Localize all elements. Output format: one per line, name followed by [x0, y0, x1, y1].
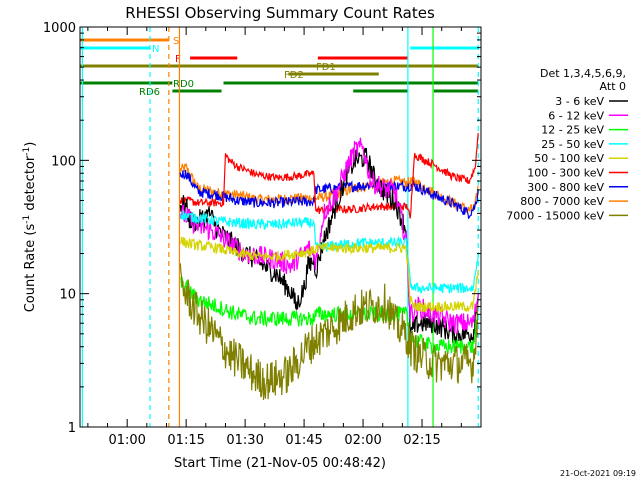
plot-frame — [79, 26, 482, 428]
flag-bar-label: N — [152, 44, 159, 55]
x-tick-label: 01:45 — [285, 433, 322, 448]
y-tick-label: 1000 — [43, 21, 76, 36]
x-tick-label: 01:00 — [108, 433, 145, 448]
legend-entry-label: 3 - 6 keV — [555, 95, 604, 108]
legend-entry-label: 50 - 100 keV — [534, 152, 604, 165]
x-tick-label: 01:15 — [167, 433, 204, 448]
series-line — [179, 263, 479, 401]
flag-bar-label: S — [173, 36, 179, 47]
legend-header: Det 1,3,4,5,6,9, — [540, 67, 626, 80]
series-line — [179, 137, 479, 334]
x-axis-label: Start Time (21-Nov-05 00:48:42) — [174, 456, 386, 471]
series-line — [179, 169, 479, 220]
y-tick-label: 1 — [68, 421, 76, 436]
flag-bar-label: FD2 — [284, 70, 304, 81]
series-line — [180, 276, 479, 357]
y-axis-label-mid: detector — [23, 155, 38, 215]
y-axis-label-sup2: -1 — [22, 147, 32, 156]
series-lines — [179, 133, 479, 401]
legend-entry-label: 25 - 50 keV — [541, 138, 604, 151]
y-axis-label: Count Rate (s-1 detector-1) — [22, 142, 38, 313]
legend-entry-label: 7000 - 15000 keV — [506, 209, 604, 222]
legend-entry-label: 800 - 7000 keV — [520, 195, 604, 208]
x-tick-label: 01:30 — [226, 433, 263, 448]
y-tick-label: 100 — [51, 154, 76, 169]
legend-entry-label: 6 - 12 keV — [548, 109, 604, 122]
y-axis: 1 10 100 1000 — [43, 21, 481, 436]
flag-bar-label: RD0 — [173, 79, 194, 90]
legend-header: Att 0 — [600, 80, 626, 93]
series-line — [180, 236, 479, 314]
x-tick-label: 02:00 — [344, 433, 381, 448]
y-tick-label: 10 — [59, 288, 76, 303]
legend-entry-label: 12 - 25 keV — [541, 124, 604, 137]
flag-bar-label: F — [175, 54, 181, 65]
footer-timestamp: 21-Oct-2021 09:19 — [560, 469, 636, 478]
series-line — [179, 210, 479, 294]
flag-bar-label: FD1 — [316, 62, 336, 73]
y-axis-label-main: Count Rate (s — [23, 224, 38, 313]
legend-entry-label: 300 - 800 keV — [527, 181, 604, 194]
x-tick-label: 02:15 — [403, 433, 440, 448]
x-axis: 01:00 01:15 01:30 01:45 02:00 02:15 — [87, 27, 462, 448]
legend-entry-label: 100 - 300 keV — [527, 167, 604, 180]
chart-title: RHESSI Observing Summary Count Rates — [125, 4, 435, 22]
y-axis-label-sup1: -1 — [22, 215, 32, 224]
y-axis-label-end: ) — [23, 142, 38, 147]
flag-bars: SNFFD1FD2RD0RD6 — [80, 36, 479, 98]
